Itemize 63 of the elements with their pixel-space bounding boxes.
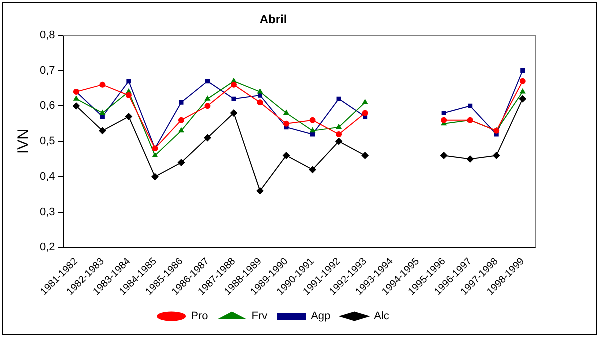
point [205, 79, 210, 84]
legend-label: Pro [191, 310, 208, 323]
point [126, 79, 132, 84]
point [520, 78, 526, 84]
point [336, 96, 342, 102]
point [230, 82, 237, 88]
point [72, 102, 80, 110]
y-tick-label: 0,3 [40, 206, 56, 218]
point [310, 128, 316, 133]
point [441, 117, 448, 124]
point [205, 96, 210, 101]
y-tick-label: 0,7 [40, 64, 56, 77]
legend-label: Frv [252, 310, 268, 323]
point [178, 117, 184, 124]
y-tick-label: 0,2 [40, 242, 56, 254]
point [100, 110, 106, 115]
legend-label: Alc [374, 310, 390, 323]
point [493, 152, 500, 160]
point [152, 173, 159, 180]
point [362, 100, 368, 104]
point [466, 156, 474, 163]
point [310, 132, 316, 137]
point [126, 92, 132, 99]
point [336, 124, 342, 130]
y-tick-label: 0,5 [40, 136, 56, 148]
point [258, 89, 263, 94]
point [519, 96, 526, 103]
point [284, 120, 290, 127]
point [309, 166, 316, 174]
point [179, 100, 184, 105]
y-tick-label: 0,4 [40, 170, 56, 183]
point [204, 103, 211, 110]
point [520, 89, 526, 94]
point [336, 131, 342, 138]
chart-title: Abril [260, 12, 288, 27]
y-tick-label: 0,8 [40, 29, 56, 42]
point [152, 152, 158, 158]
y-axis-title: IVN [15, 129, 32, 154]
point [232, 96, 236, 102]
point [178, 128, 184, 133]
point [100, 82, 106, 88]
point [362, 110, 368, 116]
point [310, 117, 316, 124]
point [468, 104, 473, 108]
point [442, 110, 446, 116]
point [99, 127, 106, 134]
point [230, 110, 238, 117]
legend-label: Agp [311, 310, 331, 323]
point [100, 114, 105, 120]
point [125, 113, 132, 120]
y-tick-label: 0,6 [40, 100, 56, 112]
point [256, 188, 264, 195]
point [440, 152, 448, 160]
point [283, 152, 290, 160]
point [258, 93, 263, 98]
point [362, 152, 369, 160]
point [336, 138, 343, 146]
point [178, 159, 185, 166]
point [257, 100, 264, 106]
point [284, 110, 290, 115]
point [204, 134, 212, 142]
point [74, 96, 80, 101]
point [520, 68, 526, 74]
